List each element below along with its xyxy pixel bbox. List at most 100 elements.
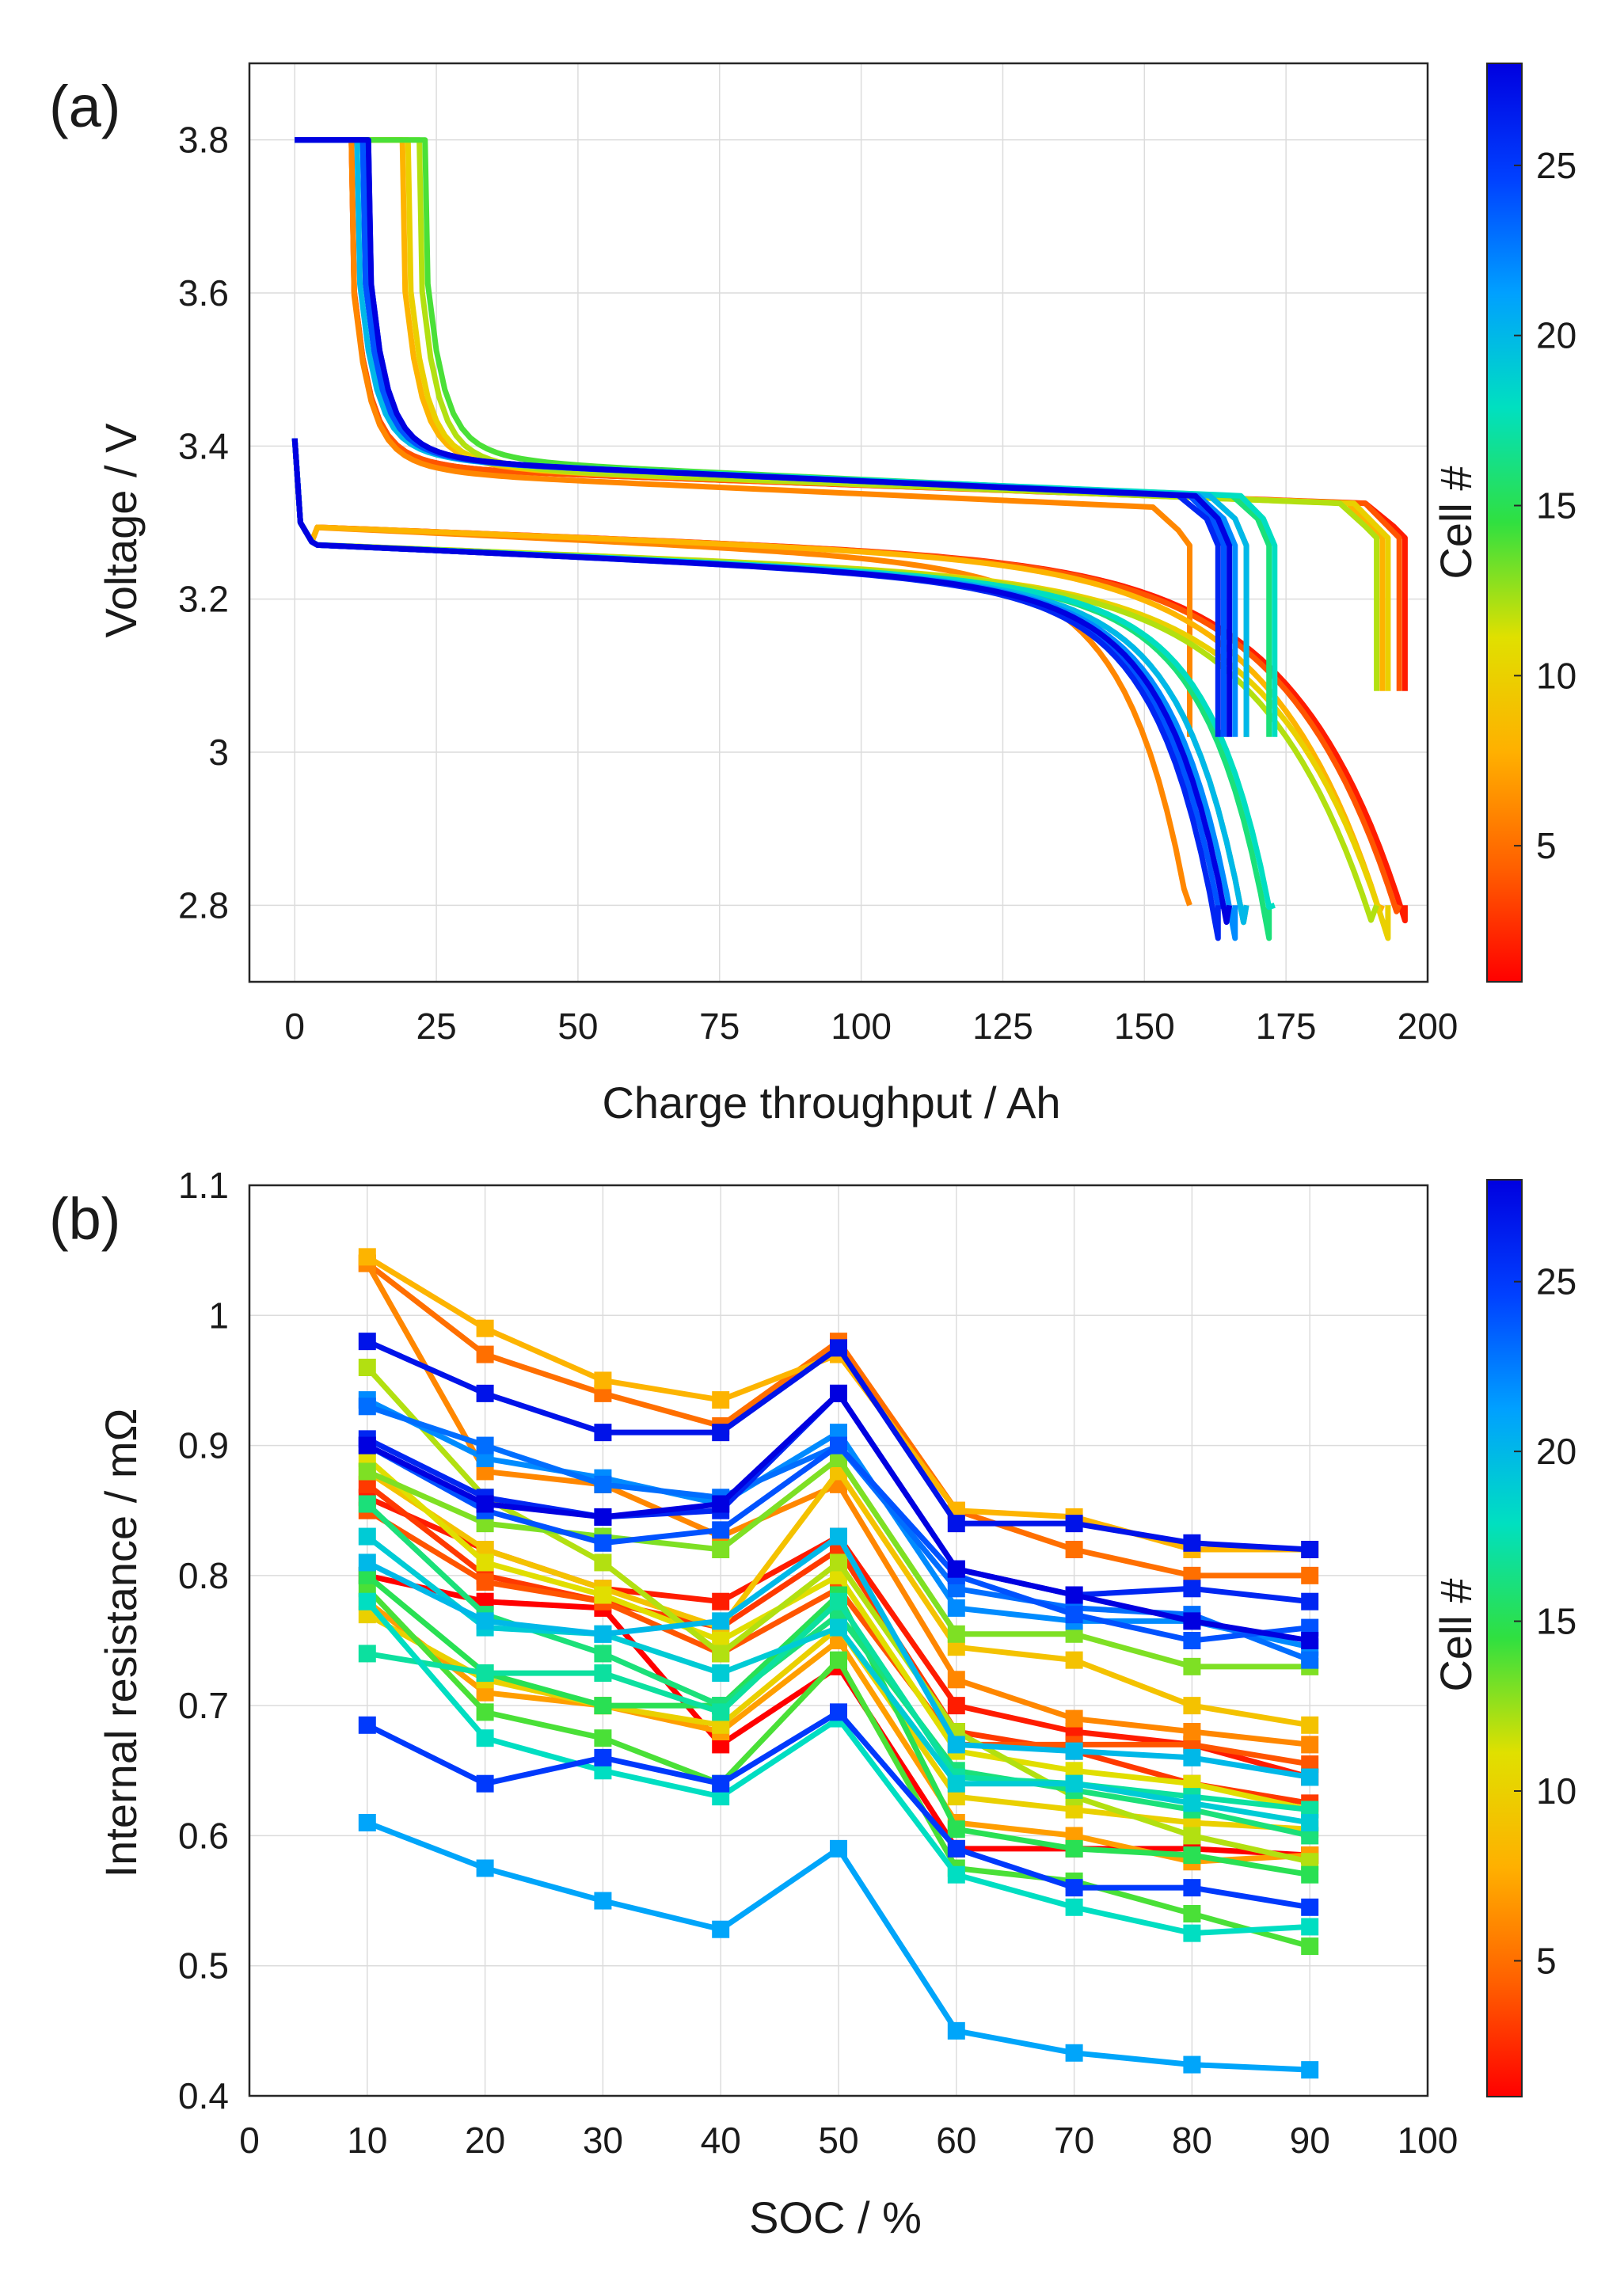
data-point [1301,1736,1319,1754]
panel-b-frame [248,1184,1429,2097]
data-point [1065,1839,1083,1858]
data-point [1183,1697,1201,1715]
discharge-curve-cell-14 [291,438,1249,926]
discharge-curve-cell-6 [291,438,1192,907]
data-point [594,1892,612,1910]
data-point [358,1592,376,1610]
data-point [947,1774,965,1793]
data-point [712,1612,730,1630]
data-point [476,1573,494,1591]
x-tick-label: 40 [701,2120,741,2161]
data-point [594,1664,612,1683]
y-tick-label: 0.9 [178,1425,229,1466]
data-point [712,1521,730,1539]
panel-a-grid [249,63,1428,982]
y-tick-label: 0.5 [178,1945,229,1987]
data-point [1065,2044,1083,2062]
data-point [594,1697,612,1715]
x-tick-label: 30 [583,2120,623,2161]
data-point [1183,1748,1201,1766]
x-tick-label: 0 [284,1006,305,1047]
data-point [947,1560,965,1578]
x-tick-label: 50 [818,2120,858,2161]
panel-a-y-ticks: 2.8 3 3.2 3.4 3.6 3.8 [178,120,229,926]
data-point [594,1508,612,1526]
charge-curve-cell-28 [295,137,1233,737]
data-point [1065,1606,1083,1624]
data-point [947,2021,965,2040]
data-point [358,1397,376,1416]
data-point [712,1920,730,1938]
data-point [1301,1541,1319,1558]
colorbar-tick-label: 10 [1536,655,1576,696]
panel-b-label: (b) [49,1186,120,1252]
data-point [1301,1768,1319,1786]
charge-curve-cell-2 [295,137,1408,691]
data-point [830,1384,847,1402]
data-point [476,1436,494,1455]
data-point [830,1839,847,1858]
data-point [594,1534,612,1552]
panel-b-x-label: SOC / % [749,2192,922,2242]
panel-b-y-ticks: 0.4 0.5 0.6 0.7 0.8 0.9 1 1.1 [178,1165,229,2116]
series-cell-27 [358,1333,1319,1558]
data-point [594,1371,612,1390]
colorbar-tick-label: 5 [1536,825,1557,866]
data-point [830,1651,847,1669]
data-point [947,1671,965,1689]
series-cell-28 [358,1384,1319,1649]
x-tick-label: 60 [936,2120,976,2161]
data-point [947,1839,965,1858]
data-point [712,1592,730,1610]
x-tick-label: 25 [416,1006,456,1047]
charge-curve-cell-6 [295,137,1192,737]
data-point [1183,1534,1201,1552]
data-point [1065,1742,1083,1760]
x-tick-label: 70 [1054,2120,1094,2161]
data-point [476,1384,494,1402]
data-point [712,1391,730,1409]
data-point [712,1703,730,1721]
data-point [1301,1814,1319,1831]
data-point [1301,1592,1319,1610]
data-point [476,1612,494,1630]
data-point [1183,1794,1201,1812]
panel-b-y-label: Internal resistance / mΩ [96,1409,146,1878]
x-tick-label: 50 [557,1006,598,1047]
panel-a-colorbar [1486,63,1523,983]
data-point [1065,1586,1083,1604]
data-point [1183,1723,1201,1740]
data-point [830,1339,847,1357]
colorbar-tick-label: 20 [1536,1431,1576,1472]
panel-a-label: (a) [49,74,120,139]
data-point [947,1736,965,1754]
data-point [358,1436,376,1455]
panel-a-colorbar-ticks: 5 10 15 20 25 [1514,145,1576,866]
panel-a-frame [248,62,1429,983]
data-point [476,1729,494,1747]
x-tick-label: 80 [1172,2120,1212,2161]
data-point [1183,1905,1201,1922]
panel-a-y-label: Voltage / V [96,423,146,638]
y-tick-label: 2.8 [178,884,229,926]
data-point [1183,1846,1201,1865]
panel-a-x-label: Charge throughput / Ah [602,1078,1060,1127]
panel-b-series [358,1248,1319,2079]
colorbar-tick-label: 10 [1536,1770,1576,1812]
data-point [1301,1716,1319,1734]
discharge-curve-cell-8 [291,438,1385,915]
x-tick-label: 125 [972,1006,1033,1047]
data-point [1301,1918,1319,1936]
data-point [947,1865,965,1884]
data-point [830,1527,847,1546]
data-point [358,1248,376,1266]
data-point [1183,1657,1201,1675]
data-point [1183,1924,1201,1942]
data-point [594,1625,612,1643]
data-point [1065,1774,1083,1793]
panel-a-colorbar-label: Cell # [1431,466,1481,579]
y-tick-label: 3 [208,732,229,773]
data-point [594,1748,612,1766]
discharge-curve-cell-26 [291,438,1221,941]
